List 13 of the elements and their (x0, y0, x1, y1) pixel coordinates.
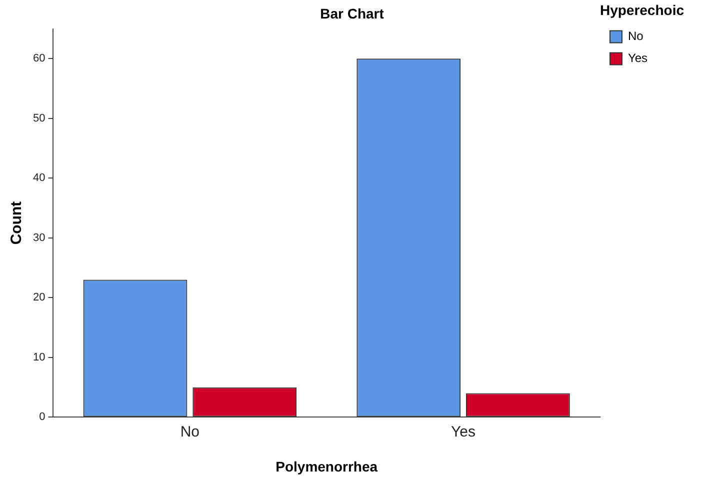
y-tick-label: 0 (39, 411, 46, 424)
y-tick-label: 30 (32, 232, 46, 244)
chart-title: Bar Chart (320, 5, 384, 22)
legend-label: Yes (628, 51, 648, 66)
y-tick-label: 60 (32, 52, 46, 65)
y-axis-title: Count (8, 201, 26, 245)
y-tick-label: 40 (32, 172, 46, 184)
legend-label: No (628, 29, 644, 44)
y-tick-label: 10 (32, 351, 46, 364)
legend-title: Hyperechoic (600, 2, 684, 18)
x-axis-title: Polymenorrhea (276, 458, 378, 474)
y-tick-label: 20 (32, 292, 46, 304)
y-tick-label: 50 (32, 112, 46, 124)
